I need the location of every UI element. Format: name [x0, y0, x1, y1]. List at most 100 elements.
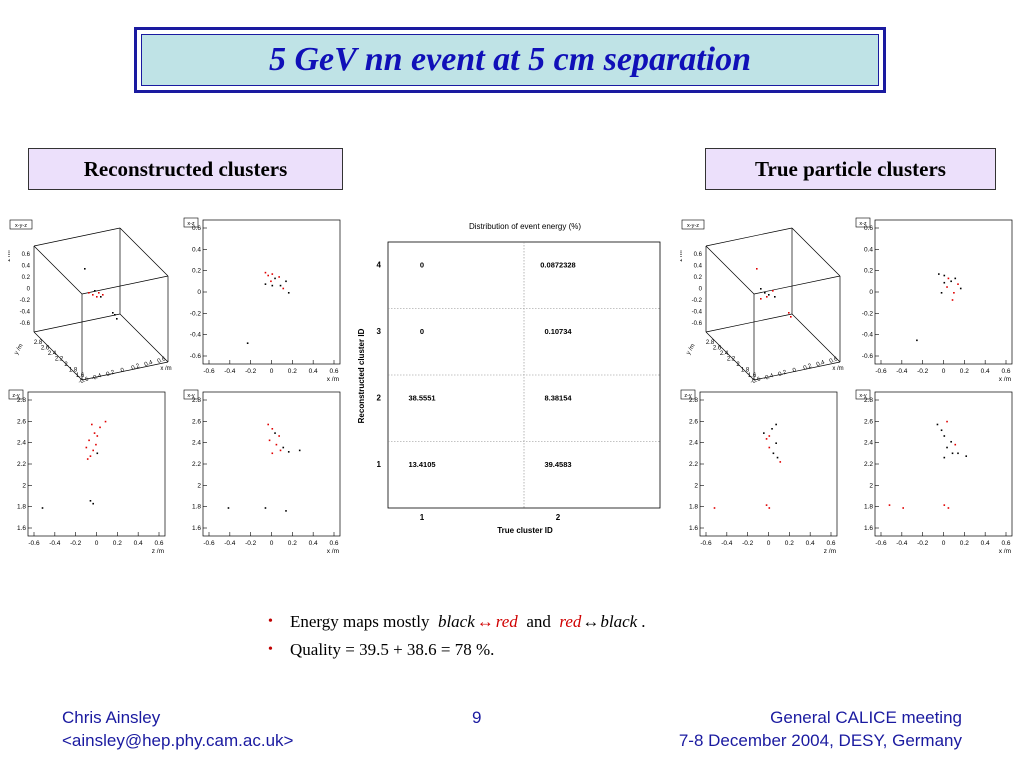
plot-tag-box — [8, 389, 24, 400]
hit-point — [775, 442, 777, 444]
x-axis-unit: z /m — [152, 548, 164, 555]
z-tick-label: 0 — [699, 287, 703, 293]
table-cell-value: 0.0872328 — [540, 260, 575, 269]
z-tick-label: -0.4 — [692, 310, 703, 316]
hit-point — [946, 420, 948, 423]
y-tick-label: 2.4 — [689, 440, 698, 447]
plot-tag: x-y — [187, 393, 195, 399]
x-tick-label: -0.6 — [750, 376, 762, 384]
x-tick-label: -0.4 — [896, 540, 908, 547]
y-tick-label: 2.2 — [689, 461, 698, 468]
hit-point — [771, 428, 773, 430]
x-tick-label: 0.4 — [144, 360, 155, 369]
reco-xyz-plot: x-y-z0.60.40.20-0.2-0.4-0.6z /m2.82.62.4… — [8, 216, 178, 384]
hit-point — [951, 452, 954, 455]
y-tick-label: 2.6 — [689, 418, 698, 425]
x-axis-unit: x /m — [160, 366, 171, 372]
y-tick-label: 1 — [377, 460, 382, 469]
word-and: and — [526, 612, 551, 631]
y-tick-label: 1.8 — [741, 368, 750, 374]
hit-point — [279, 284, 282, 287]
cube-edge — [791, 313, 841, 363]
footer-author: Chris Ainsley <ainsley@hep.phy.cam.ac.uk… — [62, 706, 293, 752]
y-tick-label: 2 — [694, 482, 698, 489]
hit-point — [96, 452, 99, 455]
hit-point — [100, 296, 102, 298]
y-tick-label: 1.8 — [69, 368, 78, 374]
plot-svg: x-yy /m2.82.62.42.221.81.6-0.6-0.4-0.200… — [183, 389, 341, 555]
x-tick-label: -0.6 — [700, 540, 712, 547]
arrow-icon: ↔ — [582, 612, 600, 631]
y-tick-label: 2 — [869, 482, 873, 489]
y-tick-label: 2.6 — [864, 418, 873, 425]
x-tick-label: 0 — [767, 540, 771, 547]
x-tick-label: 0 — [270, 368, 274, 375]
plot-tag-box — [680, 389, 696, 400]
hit-point — [282, 287, 285, 290]
z-tick-label: 0.2 — [22, 275, 31, 281]
cube-edge — [33, 331, 83, 381]
hit-point — [954, 443, 957, 446]
hit-point — [788, 312, 790, 314]
hit-point — [766, 296, 768, 298]
y-tick-label: 0.2 — [192, 268, 201, 275]
arrow-icon: ↔ — [476, 612, 494, 631]
energy-distribution-table: Distribution of event energy (%) 4 3 2 1 1 2 Tr… — [352, 216, 672, 546]
y-tick-label: 2.2 — [17, 461, 26, 468]
y-tick-label: 2.4 — [720, 351, 729, 357]
author-name: Chris Ainsley — [62, 708, 161, 727]
hit-point — [246, 342, 249, 344]
hit-point — [768, 435, 771, 437]
hit-point — [227, 507, 230, 509]
x-tick-label: 0.6 — [329, 540, 338, 547]
plot-tag: x-z — [187, 221, 195, 227]
cube-edge — [791, 227, 841, 277]
hit-point — [943, 435, 946, 437]
y-tick-label: 2 — [736, 362, 740, 368]
z-tick-label: 0.4 — [22, 264, 31, 270]
z-tick-label: 0 — [27, 287, 31, 293]
z-axis-unit: z /m — [680, 250, 684, 261]
hit-point — [116, 318, 118, 320]
hit-point — [285, 510, 287, 512]
hit-point — [264, 507, 267, 509]
cube-edge — [119, 227, 169, 277]
hit-point — [287, 451, 290, 453]
y-tick-label: 1.6 — [76, 373, 85, 379]
z-tick-label: 0.2 — [694, 275, 703, 281]
hit-point — [278, 435, 280, 437]
y-tick-label: 2.6 — [192, 418, 201, 425]
hit-point — [89, 455, 92, 457]
page-number: 9 — [472, 708, 482, 727]
table-cell-value: 0.10734 — [544, 327, 572, 336]
plot-frame — [202, 219, 341, 365]
hit-point — [776, 456, 779, 459]
z-tick-label: -0.6 — [692, 321, 703, 327]
x-tick-label: 2 — [556, 513, 561, 522]
y-tick-label: 1.8 — [192, 504, 201, 511]
plot-tag-box — [183, 217, 199, 228]
z-tick-label: -0.4 — [20, 310, 31, 316]
plot-tag: x-y-z — [687, 223, 699, 229]
period: . — [641, 612, 646, 631]
plot-svg: x-yy /m2.82.62.42.221.81.6-0.6-0.4-0.200… — [855, 389, 1013, 555]
x-tick-label: -0.2 — [245, 368, 257, 375]
x-tick-label: 0 — [942, 368, 946, 375]
bullet-marker: • — [268, 642, 273, 657]
hit-point — [98, 292, 100, 294]
hit-point — [278, 276, 280, 278]
hit-point — [104, 420, 107, 423]
x-tick-label: 0.4 — [981, 540, 990, 547]
hit-point — [94, 290, 96, 292]
x-tick-label: 0.2 — [785, 540, 794, 547]
plot-frame — [27, 391, 166, 537]
plot-tag: x-y — [859, 393, 867, 399]
plot-tag-box — [183, 389, 199, 400]
hit-point — [947, 277, 950, 280]
y-tick-label: 2.8 — [689, 397, 698, 404]
x-tick-label: -0.6 — [28, 540, 40, 547]
hit-point — [790, 316, 792, 318]
cube-edge — [81, 275, 169, 295]
y-tick-label: 2.4 — [48, 351, 57, 357]
y-tick-label: 1.6 — [192, 525, 201, 532]
